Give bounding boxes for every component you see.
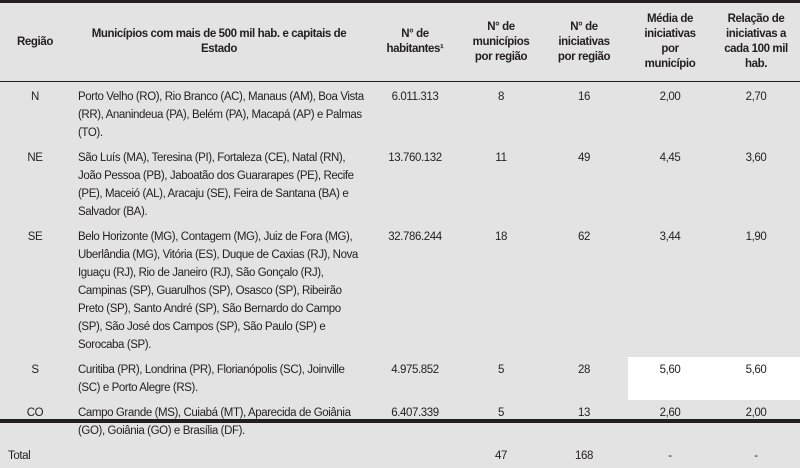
cell-habitantes: 4.975.852 <box>391 364 439 376</box>
table-row: NE São Luís (MA), Teresina (PI), Fortale… <box>0 145 800 224</box>
header-num-iniciativas: N° de iniciativas por região <box>540 3 628 82</box>
total-media: - <box>668 450 672 462</box>
cell-num-municipios: 8 <box>498 91 504 103</box>
cell-municipios: Belo Horizonte (MG), Contagem (MG), Juiz… <box>78 231 358 351</box>
cell-regiao: SE <box>27 231 43 243</box>
cell-media: 4,45 <box>659 152 681 164</box>
cell-relacao-highlighted: 5,60 <box>712 357 800 400</box>
cell-media: 3,44 <box>659 231 681 243</box>
cell-habitantes: 13.760.132 <box>388 152 442 164</box>
total-num-municipios: 47 <box>495 450 507 462</box>
cell-relacao: 2,70 <box>745 91 767 103</box>
cell-media: 2,60 <box>659 407 681 419</box>
header-media: Média de iniciativas por município <box>628 3 712 82</box>
total-row: Total 47 168 - - <box>0 443 800 468</box>
cell-empty <box>70 443 368 468</box>
total-label: Total <box>8 450 31 462</box>
cell-municipios: Curitiba (PR), Londrina (PR), Florianópo… <box>78 364 345 394</box>
header-municipios: Municípios com mais de 500 mil hab. e ca… <box>70 3 368 82</box>
cell-num-municipios: 5 <box>498 364 504 376</box>
cell-num-iniciativas: 13 <box>578 407 590 419</box>
cell-municipios: São Luís (MA), Teresina (PI), Fortaleza … <box>78 152 354 218</box>
cell-num-municipios: 5 <box>498 407 504 419</box>
cell-num-iniciativas: 62 <box>578 231 590 243</box>
table-row: N Porto Velho (RO), Rio Branco (AC), Man… <box>0 82 800 146</box>
cell-empty <box>368 443 462 468</box>
top-rule <box>0 0 800 3</box>
header-habitantes: N° de habitantes¹ <box>368 3 462 82</box>
header-regiao: Região <box>0 3 70 82</box>
cell-media: 2,00 <box>659 91 681 103</box>
data-table: Região Municípios com mais de 500 mil ha… <box>0 3 800 468</box>
cell-relacao: 2,00 <box>745 407 767 419</box>
table-row: S Curitiba (PR), Londrina (PR), Florianó… <box>0 357 800 400</box>
cell-regiao: N <box>31 91 39 103</box>
table-row: SE Belo Horizonte (MG), Contagem (MG), J… <box>0 224 800 357</box>
cell-regiao: CO <box>26 407 44 419</box>
cell-num-iniciativas: 28 <box>578 364 590 376</box>
cell-num-municipios: 18 <box>495 231 507 243</box>
cell-media-highlighted: 5,60 <box>628 357 712 400</box>
cell-relacao: 3,60 <box>745 152 767 164</box>
total-num-iniciativas: 168 <box>575 450 593 462</box>
bottom-rule <box>0 419 800 423</box>
cell-regiao: NE <box>27 152 43 164</box>
cell-habitantes: 32.786.244 <box>388 231 442 243</box>
cell-relacao: 1,90 <box>745 231 767 243</box>
cell-num-iniciativas: 16 <box>578 91 590 103</box>
cell-num-iniciativas: 49 <box>578 152 590 164</box>
cell-habitantes: 6.011.313 <box>391 91 439 103</box>
total-relacao: - <box>754 450 758 462</box>
cell-num-municipios: 11 <box>495 152 507 164</box>
cell-regiao: S <box>31 364 39 376</box>
header-relacao: Relação de iniciativas a cada 100 mil ha… <box>712 3 800 82</box>
header-num-municipios: N° de municípios por região <box>462 3 540 82</box>
header-row: Região Municípios com mais de 500 mil ha… <box>0 3 800 82</box>
cell-habitantes: 6.407.339 <box>391 407 439 419</box>
cell-municipios: Porto Velho (RO), Rio Branco (AC), Manau… <box>78 91 364 139</box>
